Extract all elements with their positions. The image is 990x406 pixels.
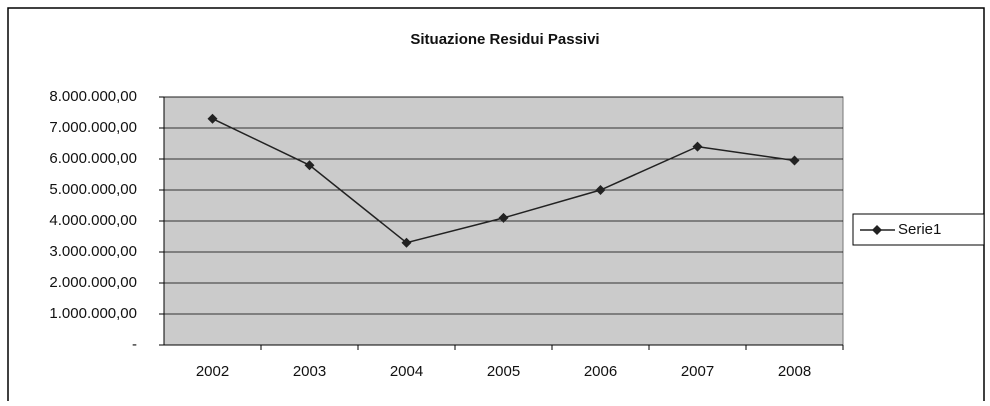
x-tick-label: 2002: [196, 363, 229, 380]
point-marker: [207, 113, 218, 124]
y-tick-label: 1.000.000,00: [49, 305, 137, 322]
point-marker: [595, 185, 606, 195]
y-tick-label: 8.000.000,00: [49, 88, 137, 105]
point-marker: [789, 155, 800, 166]
point-marker: [692, 141, 703, 152]
y-tick-label: 4.000.000,00: [49, 212, 137, 229]
x-tick-label: 2007: [681, 363, 714, 380]
x-tick-label: 2008: [778, 363, 811, 380]
chart-title: Situazione Residui Passivi: [410, 31, 599, 48]
y-tick-label: 3.000.000,00: [49, 243, 137, 260]
point-marker: [304, 160, 315, 171]
legend-label: Serie1: [898, 221, 941, 238]
y-tick-label: 2.000.000,00: [49, 274, 137, 291]
legend-marker: [872, 225, 882, 235]
x-tick-label: 2005: [487, 363, 520, 380]
point-marker: [498, 212, 509, 223]
x-tick-label: 2006: [584, 363, 617, 380]
y-tick-label: -: [132, 336, 137, 353]
x-tick-label: 2003: [293, 363, 326, 380]
y-tick-label: 7.000.000,00: [49, 119, 137, 136]
point-marker: [401, 237, 412, 248]
x-tick-label: 2004: [390, 363, 423, 380]
y-tick-label: 5.000.000,00: [49, 181, 137, 198]
y-tick-label: 6.000.000,00: [49, 150, 137, 167]
